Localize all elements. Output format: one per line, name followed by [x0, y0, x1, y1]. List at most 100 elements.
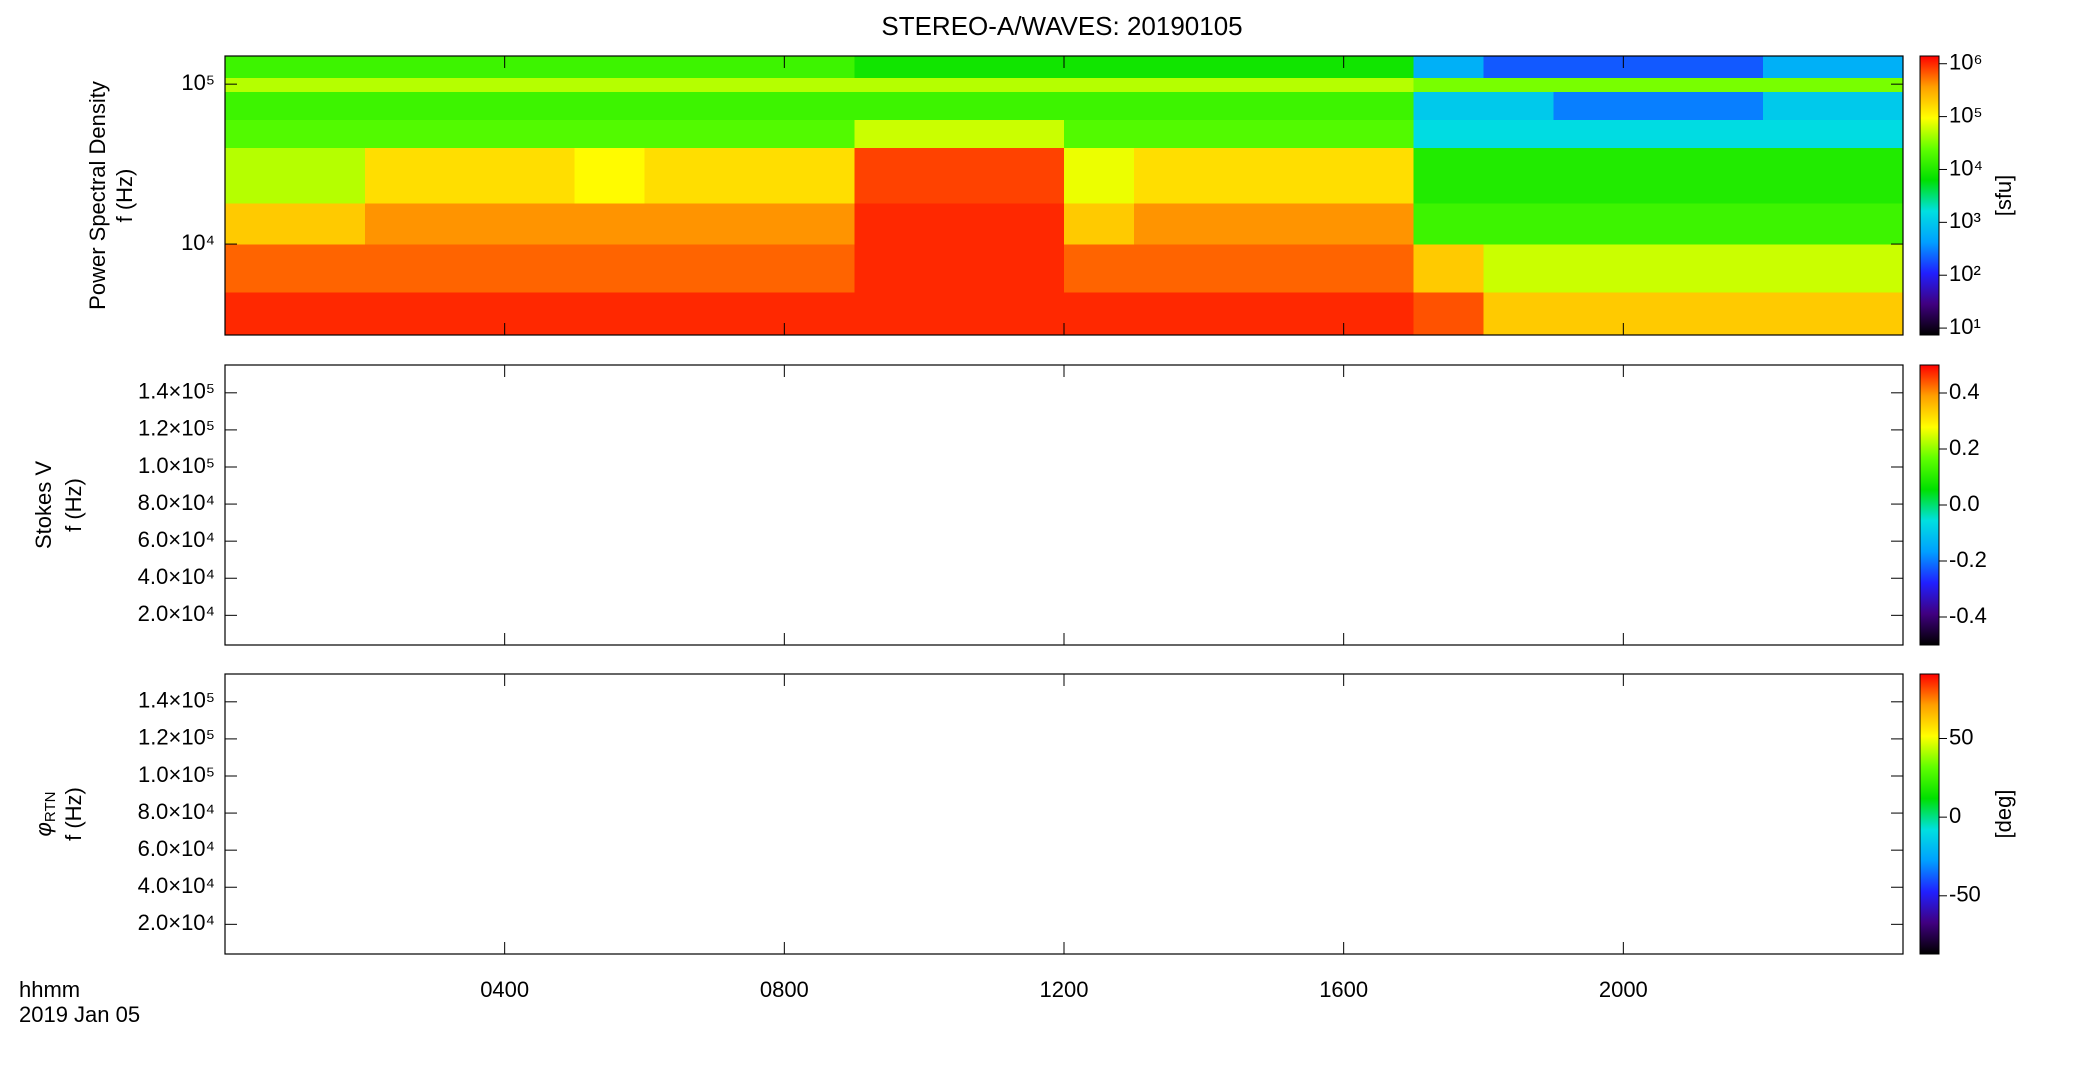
heatmap-cell [574, 292, 646, 336]
heatmap-cell [1763, 203, 1834, 245]
heatmap-cell [1343, 203, 1415, 245]
y-axis-label-symbol: φ [31, 822, 56, 836]
heatmap-cell [714, 91, 785, 121]
heatmap-cell [714, 119, 785, 149]
plot-frame [224, 364, 1904, 646]
y-tick-label: 1.0×10⁵ [138, 453, 215, 478]
heatmap-cell [364, 119, 436, 149]
colorbar-tick-label: 10⁴ [1949, 155, 1983, 180]
heatmap-cell [1553, 292, 1624, 336]
heatmap-cell [364, 244, 436, 293]
heatmap-cell [1203, 244, 1275, 293]
colorbar-label: [deg] [1991, 790, 2016, 839]
y-axis-label: Stokes V [31, 461, 56, 549]
y-tick-label: 8.0×10⁴ [138, 490, 215, 515]
heatmap-cell [1133, 244, 1205, 293]
heatmap-cell [574, 147, 646, 204]
heatmap-cell [1623, 77, 1694, 92]
colorbar-tick-label: 50 [1949, 724, 1973, 749]
heatmap-cell [714, 56, 785, 78]
heatmap-cell [434, 147, 506, 204]
heatmap-cell [1553, 77, 1624, 92]
heatmap-cell [1483, 56, 1555, 78]
heatmap-cell [225, 91, 296, 121]
heatmap-cell [504, 91, 576, 121]
y-tick-label: 1.2×10⁵ [138, 725, 215, 750]
heatmap-cell [504, 203, 576, 245]
heatmap-cell [1064, 56, 1135, 78]
heatmap-cell [574, 203, 646, 245]
heatmap-cell [1763, 119, 1834, 149]
heatmap-cell [784, 147, 855, 204]
heatmap-cell [1203, 77, 1275, 92]
colorbar [1919, 55, 1940, 336]
heatmap-cell [1064, 147, 1135, 204]
heatmap-cell [294, 292, 366, 336]
colorbar [1919, 364, 1940, 646]
heatmap-cell [1273, 56, 1345, 78]
y-tick-label: 6.0×10⁴ [138, 527, 215, 552]
heatmap-cell [1553, 119, 1624, 149]
y-tick-label: 10⁴ [181, 230, 215, 255]
heatmap-cell [854, 119, 925, 149]
y-tick-label: 1.0×10⁵ [138, 762, 215, 787]
x-tick-label: 0800 [760, 977, 809, 1002]
y-tick-label: 2.0×10⁴ [138, 910, 215, 935]
heatmap-cell [504, 147, 576, 204]
heatmap-cell [1623, 56, 1694, 78]
heatmap-cell [924, 292, 995, 336]
heatmap-cell [994, 119, 1065, 149]
colorbar-tick-label: 0.0 [1949, 491, 1980, 516]
heatmap-cell [924, 147, 995, 204]
y-axis-label: f (Hz) [61, 478, 86, 532]
heatmap-cell [1553, 91, 1624, 121]
heatmap-cell [1623, 119, 1694, 149]
heatmap-cell [1413, 244, 1485, 293]
heatmap-cell [1273, 292, 1345, 336]
heatmap-cell [1273, 91, 1345, 121]
heatmap-cell [924, 119, 995, 149]
heatmap-cell [1203, 203, 1275, 245]
heatmap-cell [1064, 91, 1135, 121]
heatmap-cell [1064, 244, 1135, 293]
heatmap-cell [1133, 292, 1205, 336]
heatmap-cell [225, 203, 296, 245]
heatmap-cell [854, 203, 925, 245]
heatmap-cell [1133, 203, 1205, 245]
heatmap-cell [714, 147, 785, 204]
y-tick-label: 4.0×10⁴ [138, 873, 215, 898]
heatmap-cell [1343, 292, 1415, 336]
heatmap-cell [784, 77, 855, 92]
heatmap-cell [1623, 147, 1694, 204]
heatmap-cell [364, 203, 436, 245]
heatmap-cell [294, 203, 366, 245]
heatmap-cell [1553, 56, 1624, 78]
heatmap-cell [1693, 119, 1764, 149]
heatmap-cell [1623, 203, 1694, 245]
heatmap-cell [294, 147, 366, 204]
y-tick-label: 10⁵ [181, 70, 215, 95]
heatmap-cell [644, 119, 716, 149]
heatmap-cell [644, 56, 716, 78]
heatmap-cell [1693, 77, 1764, 92]
heatmap-cell [1343, 119, 1415, 149]
heatmap-cell [294, 119, 366, 149]
colorbar-tick-label: 10¹ [1949, 314, 1981, 339]
heatmap-cell [294, 56, 366, 78]
heatmap-cell [1203, 119, 1275, 149]
heatmap-cell [1693, 244, 1764, 293]
heatmap-cell [1273, 203, 1345, 245]
heatmap-cell [1693, 203, 1764, 245]
heatmap-cell [364, 91, 436, 121]
heatmap-cell [994, 56, 1065, 78]
heatmap-cell [1203, 91, 1275, 121]
heatmap-cell [784, 56, 855, 78]
heatmap-cell [1483, 91, 1555, 121]
colorbar-tick-label: 10⁵ [1949, 102, 1983, 127]
colorbar-tick-label: 10³ [1949, 208, 1981, 233]
heatmap-cell [225, 244, 296, 293]
heatmap-cell [784, 244, 855, 293]
x-axis-label: hhmm [19, 977, 80, 1002]
heatmap-cell [924, 203, 995, 245]
heatmap-cell [994, 147, 1065, 204]
